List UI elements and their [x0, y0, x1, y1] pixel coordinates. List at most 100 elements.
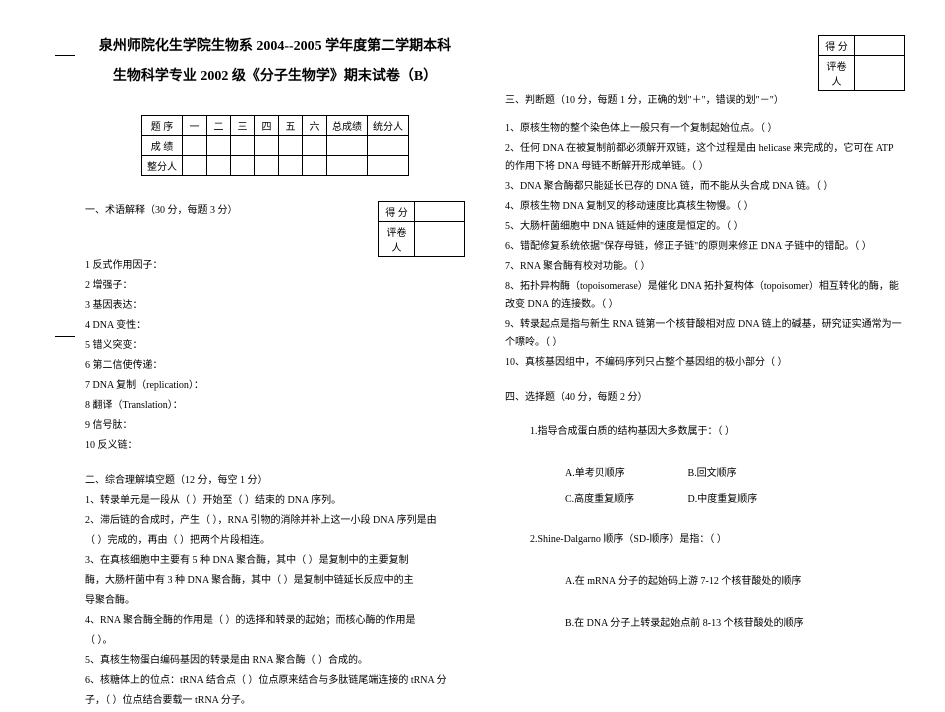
- s3-item: 2、任何 DNA 在被复制前都必须解开双链，这个过程是由 helicase 来完…: [505, 140, 905, 176]
- s4-q2-optB: B.在 DNA 分子上转录起始点前 8-13 个核苷酸处的顺序: [505, 615, 905, 633]
- s1-item: 5 错义突变：: [85, 337, 465, 355]
- cell-blank: [279, 136, 303, 156]
- binding-mark: [55, 336, 75, 337]
- s2-q1: 1、转录单元是一段从（ ）开始至（ ）结束的 DNA 序列。: [85, 492, 465, 510]
- s4-q1-optD: D.中度重复顺序: [688, 491, 808, 509]
- s1-item: 4 DNA 变性：: [85, 317, 465, 335]
- section1-header-row: 一、术语解释（30 分，每题 3 分） 得 分 评卷人: [85, 201, 465, 257]
- table-row: 得 分: [819, 36, 905, 56]
- s1-item: 7 DNA 复制（replication）：: [85, 377, 465, 395]
- s2-q3b: 酶，大肠杆菌中有 3 种 DNA 聚合酶，其中（ ）是复制中链延长反应中的主: [85, 572, 465, 590]
- title-line-2: 生物科学专业 2002 级《分子生物学》期末试卷（B）: [85, 65, 465, 85]
- s4-q2-stem: 2.Shine-Dalgarno 顺序（SD-顺序）是指：（ ）: [505, 531, 905, 549]
- page-container: 泉州师院化生学院生物系 2004--2005 学年度第二学期本科 生物科学专业 …: [85, 35, 935, 712]
- s4-q1-optC: C.高度重复顺序: [565, 491, 685, 509]
- cell-blank: [855, 56, 905, 91]
- cell-blank: [183, 156, 207, 176]
- title-line-1: 泉州师院化生学院生物系 2004--2005 学年度第二学期本科: [85, 35, 465, 55]
- s4-q1-optB: B.回文顺序: [688, 465, 808, 483]
- table-row: 题 序 一 二 三 四 五 六 总成绩 统分人: [142, 116, 409, 136]
- cell-blank: [255, 156, 279, 176]
- cell-blank: [183, 136, 207, 156]
- s4-q1-opts-ab: A.单考贝顺序 B.回文顺序: [505, 465, 905, 483]
- th-1: 一: [183, 116, 207, 136]
- grader-label: 评卷人: [379, 222, 415, 257]
- cell-blank: [415, 202, 465, 222]
- cell-blank: [279, 156, 303, 176]
- s3-item: 8、拓扑异构酶（topoisomerase）是催化 DNA 拓扑复构体（topo…: [505, 278, 905, 314]
- cell-blank: [855, 36, 905, 56]
- table-row: 评卷人: [379, 222, 465, 257]
- section3-title: 三、判断题（10 分，每题 1 分，正确的划"＋"，错误的划"－"）: [505, 91, 905, 106]
- s3-item: 9、转录起点是指与新生 RNA 链第一个核苷酸相对应 DNA 链上的碱基，研究证…: [505, 316, 905, 352]
- cell-blank: [368, 156, 409, 176]
- s1-item: 1 反式作用因子：: [85, 257, 465, 275]
- cell-blank: [255, 136, 279, 156]
- s3-item: 6、错配修复系统依据"保存母链，修正子链"的原则来修正 DNA 子链中的错配。（…: [505, 238, 905, 256]
- cell-blank: [327, 156, 368, 176]
- section2-title: 二、综合理解填空题（12 分，每空 1 分）: [85, 471, 465, 486]
- s2-q6b: 子，（ ）位点结合要载一 tRNA 分子。: [85, 692, 465, 710]
- score-table: 题 序 一 二 三 四 五 六 总成绩 统分人 成 绩 整分人: [141, 115, 409, 176]
- s4-q1-opts-cd: C.高度重复顺序 D.中度重复顺序: [505, 491, 905, 509]
- small-score-box-2: 得 分 评卷人: [818, 35, 905, 91]
- table-row: 得 分: [379, 202, 465, 222]
- th-2: 二: [207, 116, 231, 136]
- s1-item: 8 翻译（Translation）：: [85, 397, 465, 415]
- s2-q4a: 4、RNA 聚合酶全酶的作用是（ ）的选择和转录的起始；而核心酶的作用是: [85, 612, 465, 630]
- s2-q2a: 2、滞后链的合成时，产生（ ），RNA 引物的消除并补上这一小段 DNA 序列是…: [85, 512, 465, 530]
- s2-q2b: （ ）完成的，再由（ ）把两个片段相连。: [85, 532, 465, 550]
- s1-item: 6 第二信使传递：: [85, 357, 465, 375]
- s3-item: 1、原核生物的整个染色体上一般只有一个复制起始位点。（ ）: [505, 120, 905, 138]
- s3-item: 4、原核生物 DNA 复制叉的移动速度比真核生物慢。（ ）: [505, 198, 905, 216]
- score-label: 得 分: [819, 36, 855, 56]
- table-row: 整分人: [142, 156, 409, 176]
- section1-title: 一、术语解释（30 分，每题 3 分）: [85, 201, 238, 216]
- s3-item: 10、真核基因组中，不编码序列只占整个基因组的极小部分（ ）: [505, 354, 905, 372]
- binding-mark: [55, 55, 75, 56]
- s2-q5: 5、真核生物蛋白编码基因的转录是由 RNA 聚合酶（ ）合成的。: [85, 652, 465, 670]
- s2-q4b: （ ）。: [85, 632, 465, 650]
- cell-blank: [207, 156, 231, 176]
- cell-blank: [207, 136, 231, 156]
- th-6: 六: [303, 116, 327, 136]
- s2-q3c: 导聚合酶。: [85, 592, 465, 610]
- th-seq: 题 序: [142, 116, 183, 136]
- left-column: 泉州师院化生学院生物系 2004--2005 学年度第二学期本科 生物科学专业 …: [85, 35, 495, 712]
- row2-label: 整分人: [142, 156, 183, 176]
- s1-item: 3 基因表达：: [85, 297, 465, 315]
- cell-blank: [327, 136, 368, 156]
- right-scorebox-wrap: 得 分 评卷人: [505, 35, 905, 91]
- th-grader: 统分人: [368, 116, 409, 136]
- table-row: 成 绩: [142, 136, 409, 156]
- s4-q1-optA: A.单考贝顺序: [565, 465, 685, 483]
- small-score-box-1: 得 分 评卷人: [378, 201, 465, 257]
- s2-q6a: 6、核糖体上的位点：tRNA 结合点（ ）位点原来结合与多肽链尾端连接的 tRN…: [85, 672, 465, 690]
- cell-blank: [415, 222, 465, 257]
- cell-blank: [303, 156, 327, 176]
- binding-marks: [55, 55, 75, 617]
- s2-q3a: 3、在真核细胞中主要有 5 种 DNA 聚合酶，其中（ ）是复制中的主要复制: [85, 552, 465, 570]
- th-4: 四: [255, 116, 279, 136]
- th-5: 五: [279, 116, 303, 136]
- s3-item: 3、DNA 聚合酶都只能延长已存的 DNA 链，而不能从头合成 DNA 链。（ …: [505, 178, 905, 196]
- score-label: 得 分: [379, 202, 415, 222]
- s1-item: 10 反义链：: [85, 437, 465, 455]
- cell-blank: [303, 136, 327, 156]
- s1-item: 2 增强子：: [85, 277, 465, 295]
- th-3: 三: [231, 116, 255, 136]
- s1-item: 9 信号肽：: [85, 417, 465, 435]
- title-block: 泉州师院化生学院生物系 2004--2005 学年度第二学期本科 生物科学专业 …: [85, 35, 465, 85]
- right-column: 得 分 评卷人 三、判断题（10 分，每题 1 分，正确的划"＋"，错误的划"－…: [495, 35, 905, 712]
- s4-q1-stem: 1.指导合成蛋白质的结构基因大多数属于：（ ）: [505, 423, 905, 441]
- th-total: 总成绩: [327, 116, 368, 136]
- s3-item: 7、RNA 聚合酶有校对功能。（ ）: [505, 258, 905, 276]
- cell-blank: [368, 136, 409, 156]
- table-row: 评卷人: [819, 56, 905, 91]
- cell-blank: [231, 136, 255, 156]
- section4-title: 四、选择题（40 分，每题 2 分）: [505, 388, 905, 403]
- s3-item: 5、大肠杆菌细胞中 DNA 链延伸的速度是恒定的。（ ）: [505, 218, 905, 236]
- grader-label: 评卷人: [819, 56, 855, 91]
- row1-label: 成 绩: [142, 136, 183, 156]
- cell-blank: [231, 156, 255, 176]
